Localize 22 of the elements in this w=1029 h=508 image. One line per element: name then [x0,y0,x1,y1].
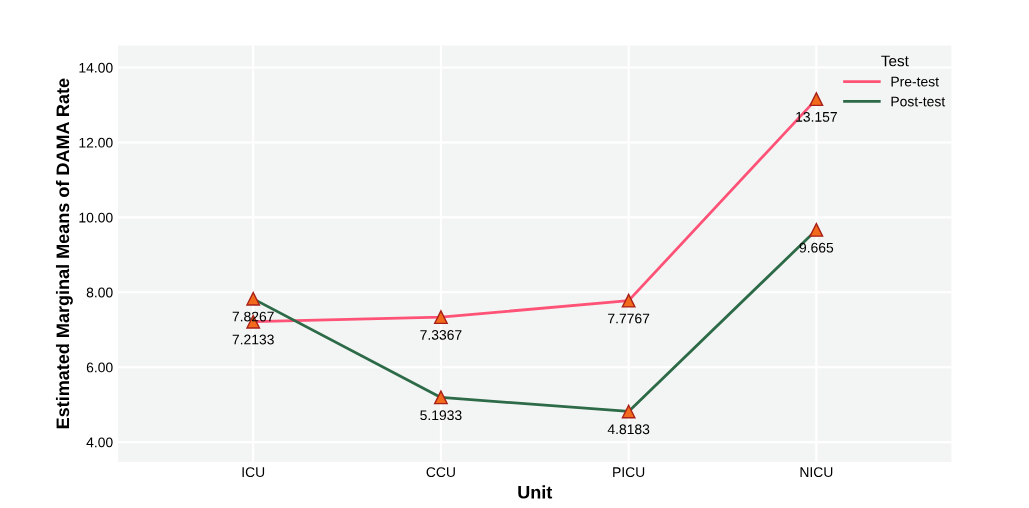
x-tick-label: PICU [613,467,645,478]
y-tick-label: 14.00 [79,62,113,73]
data-label: 7.2133 [232,334,274,345]
data-label: 7.3367 [420,329,462,340]
data-label: 7.7767 [608,313,650,324]
data-label: 7.8267 [232,311,274,322]
legend-label: Post-test [891,96,946,107]
y-tick-label: 4.00 [86,437,113,448]
data-label: 5.1933 [420,410,462,421]
legend-label: Pre-test [891,76,939,87]
x-tick-label: NICU [800,467,833,478]
data-label: 4.8183 [607,424,650,435]
y-tick-label: 12.00 [79,137,113,148]
y-tick-label: 10.00 [79,212,113,223]
x-tick-label: ICU [242,467,265,478]
x-axis-title: Unit [518,485,553,499]
y-tick-label: 8.00 [86,287,113,298]
y-axis-title: Estimated Marginal Means of DAMA Rate [55,78,73,429]
y-tick-label: 6.00 [86,362,113,373]
legend-title: Test [881,55,909,67]
x-tick-label: CCU [426,467,455,478]
data-label: 9.665 [799,242,834,253]
